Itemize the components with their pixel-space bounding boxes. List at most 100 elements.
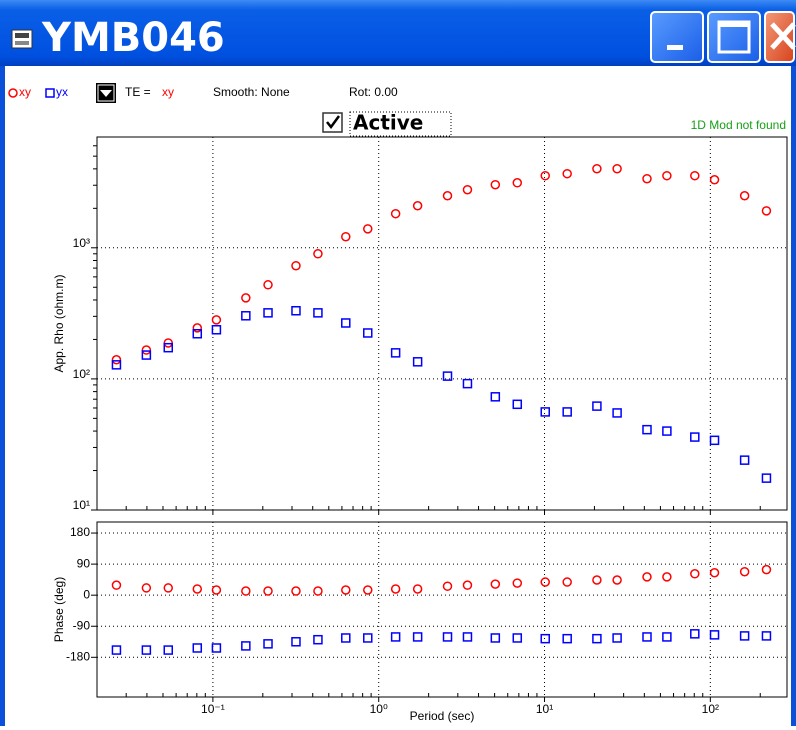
data-point: [141, 345, 152, 355]
right-border: [791, 66, 796, 726]
data-point: [390, 208, 401, 219]
data-point: [540, 170, 550, 181]
data-point: [690, 569, 700, 579]
data-point: [412, 584, 423, 594]
data-point: [612, 575, 622, 585]
data-point: [512, 633, 523, 643]
data-point: [442, 371, 453, 381]
data-point: [192, 323, 203, 333]
data-point: [211, 315, 222, 325]
y-tick-label: -180: [66, 649, 90, 663]
data-point: [241, 293, 251, 303]
data-point: [562, 168, 572, 179]
data-point: [562, 577, 572, 587]
data-point: [642, 173, 652, 184]
legend-marker: [8, 88, 18, 98]
data-point: [390, 348, 401, 358]
data-point: [739, 455, 750, 465]
plot-area: [96, 521, 788, 698]
data-point: [709, 630, 720, 640]
active-checkbox[interactable]: [322, 111, 452, 137]
data-point: [761, 473, 772, 483]
legend-label: yx: [56, 85, 68, 99]
active-label: Active: [353, 111, 423, 135]
data-point: [341, 318, 351, 328]
y-tick-label: 10¹: [73, 498, 90, 512]
data-point: [662, 170, 672, 181]
smooth-setting: Smooth: None: [213, 85, 290, 99]
maximize-button[interactable]: [707, 11, 761, 63]
data-point: [141, 645, 152, 655]
y-tick-label: -90: [73, 618, 91, 632]
minimize-button[interactable]: [650, 11, 704, 63]
data-point: [592, 575, 602, 585]
data-point: [761, 631, 772, 641]
data-point: [512, 399, 523, 410]
legend-label: xy: [19, 85, 31, 99]
data-point: [141, 350, 152, 360]
data-point: [341, 633, 351, 643]
data-point: [540, 633, 550, 644]
te-value: xy: [162, 85, 174, 99]
data-point: [562, 633, 572, 644]
data-point: [709, 174, 720, 185]
data-point: [540, 407, 550, 417]
data-point: [111, 580, 122, 590]
data-point: [291, 637, 301, 647]
data-point: [363, 633, 373, 643]
data-point: [263, 308, 273, 318]
y-tick-label: 10³: [73, 236, 90, 250]
data-point: [412, 357, 423, 367]
data-point: [163, 645, 174, 655]
data-point: [642, 632, 652, 642]
left-border: [0, 66, 5, 726]
te-label: TE =: [125, 85, 151, 99]
window-title: YMB046: [41, 15, 225, 61]
y-tick-label: 90: [77, 556, 91, 570]
data-point: [241, 311, 251, 321]
data-point: [761, 564, 772, 575]
data-point: [592, 401, 602, 411]
data-point: [241, 641, 251, 651]
data-point: [612, 163, 622, 174]
data-point: [612, 408, 622, 418]
data-point: [490, 392, 501, 402]
data-point: [642, 424, 652, 435]
data-point: [163, 342, 174, 353]
app-icon: [11, 29, 33, 49]
data-point: [263, 280, 273, 290]
data-point: [291, 260, 301, 271]
data-point: [490, 179, 501, 190]
data-point: [390, 584, 401, 594]
data-point: [313, 308, 323, 318]
data-point: [739, 631, 750, 641]
data-point: [442, 632, 453, 642]
data-point: [739, 566, 750, 577]
close-button[interactable]: [764, 11, 796, 63]
data-point: [192, 643, 203, 653]
data-point: [363, 328, 373, 338]
data-point: [690, 432, 700, 442]
data-point: [341, 585, 351, 595]
data-point: [690, 170, 700, 181]
data-point: [313, 586, 323, 596]
y-axis-label: Phase (deg): [52, 577, 66, 642]
data-point: [363, 585, 373, 595]
legend-marker: [45, 88, 55, 98]
data-point: [442, 581, 453, 591]
data-point: [412, 200, 423, 211]
data-point: [662, 572, 672, 582]
dropdown-button[interactable]: [96, 83, 116, 103]
data-point: [462, 184, 473, 195]
data-point: [291, 305, 301, 316]
data-point: [490, 579, 501, 589]
data-point: [662, 632, 672, 642]
data-point: [592, 163, 602, 174]
data-point: [662, 426, 672, 436]
data-point: [462, 632, 473, 642]
data-point: [211, 325, 222, 335]
data-point: [592, 633, 602, 644]
data-point: [512, 178, 523, 188]
rotation-setting: Rot: 0.00: [349, 85, 398, 99]
